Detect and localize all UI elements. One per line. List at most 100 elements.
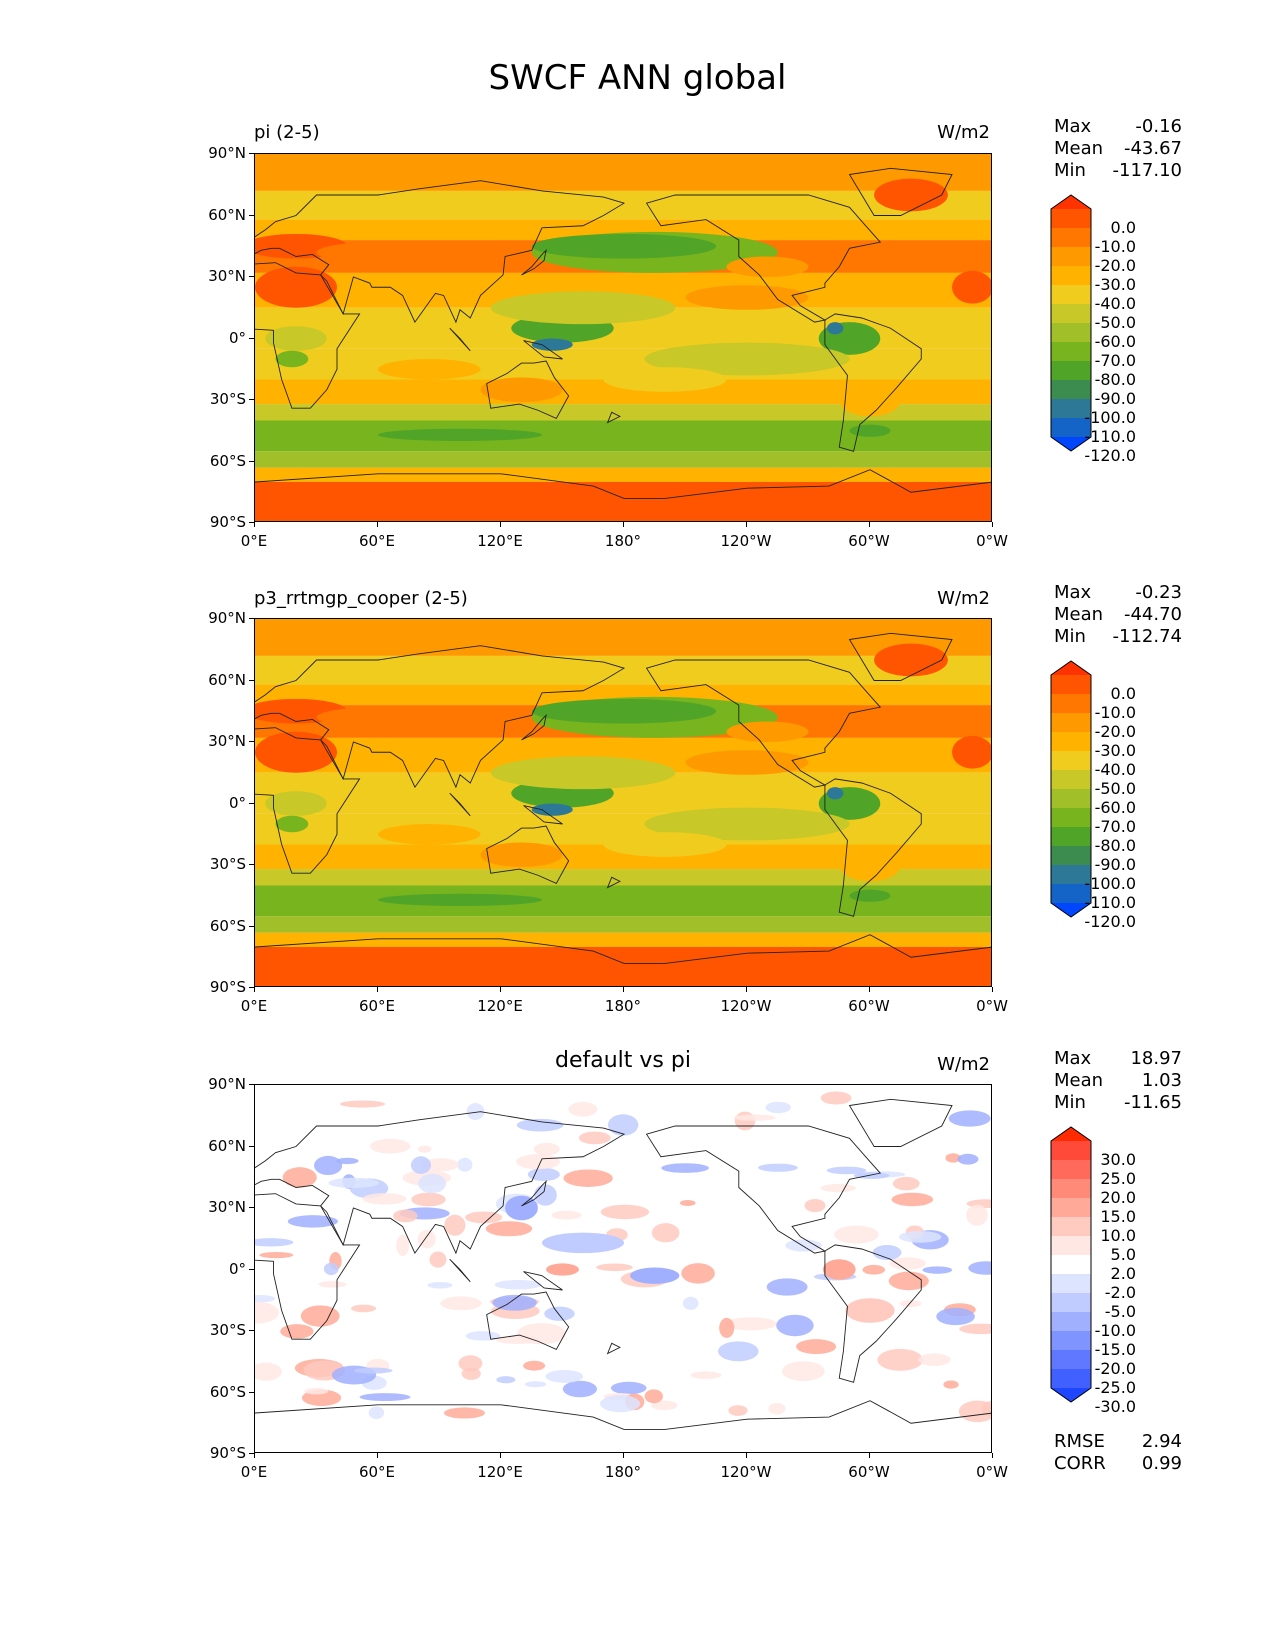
anomaly-patch bbox=[280, 1324, 314, 1339]
y-tick-mark bbox=[249, 460, 254, 462]
metric-value: 0.99 bbox=[1141, 1453, 1182, 1474]
colorbar: 0.0 -10.0 -20.0 -30.0 -40.0 -50.0 -60.0 -70.0 -8… bbox=[1050, 194, 1136, 465]
colorbar-swatch bbox=[1051, 1160, 1091, 1179]
anomaly-patch bbox=[282, 1167, 317, 1188]
anomaly-patch bbox=[418, 1173, 447, 1194]
coastline bbox=[521, 713, 547, 741]
field-patch bbox=[952, 735, 991, 769]
field-patch bbox=[603, 367, 727, 392]
coastline bbox=[486, 360, 570, 420]
colorbar-swatch bbox=[1051, 285, 1091, 304]
anomaly-patch bbox=[318, 1281, 347, 1288]
coastline bbox=[645, 659, 882, 788]
colorbar-label: -30.0 bbox=[1094, 275, 1136, 294]
x-tick-label: 0°E bbox=[240, 1463, 268, 1481]
field-patch bbox=[255, 731, 337, 773]
metrics-box: RMSE 2.94 CORR 0.99 bbox=[1054, 1431, 1182, 1475]
y-tick-mark bbox=[249, 522, 254, 524]
x-tick-label: 0°W bbox=[976, 997, 1008, 1015]
y-tick-label: 90°S bbox=[209, 978, 246, 996]
panel-units: W/m2 bbox=[937, 122, 990, 143]
x-tick-label: 0°W bbox=[976, 532, 1008, 550]
colorbar-swatch bbox=[1051, 1350, 1091, 1369]
anomaly-patch bbox=[768, 1403, 786, 1415]
colorbar-outline bbox=[1050, 660, 1092, 918]
stat-label: Max bbox=[1054, 116, 1092, 137]
x-tick-label: 0°W bbox=[976, 1463, 1008, 1481]
anomaly-patch bbox=[889, 1257, 926, 1270]
colorbar-swatch bbox=[1051, 1236, 1091, 1255]
field-patch bbox=[316, 707, 440, 728]
colorbar-label: 0.0 bbox=[1110, 218, 1136, 237]
y-tick-mark bbox=[249, 987, 254, 989]
x-tick-mark bbox=[746, 987, 748, 992]
map-plot bbox=[254, 1084, 992, 1453]
stat-label: Mean bbox=[1054, 138, 1104, 159]
y-tick-mark bbox=[249, 214, 254, 216]
x-tick-mark bbox=[992, 522, 994, 527]
colorbar-swatch bbox=[1051, 342, 1091, 361]
colorbar-swatch bbox=[1051, 1388, 1091, 1402]
anomaly-patch bbox=[681, 1263, 715, 1284]
x-tick-mark bbox=[377, 1453, 379, 1458]
anomaly-patch bbox=[820, 1184, 856, 1193]
colorbar-swatch bbox=[1051, 903, 1091, 917]
colorbar-swatch bbox=[1051, 1217, 1091, 1236]
anomaly-patch bbox=[429, 1251, 447, 1268]
colorbar-swatch bbox=[1051, 751, 1091, 770]
y-tick-mark bbox=[249, 1207, 254, 1209]
colorbar-swatch bbox=[1051, 399, 1091, 418]
anomaly-patch bbox=[551, 1210, 582, 1220]
stat-value: -43.67 bbox=[1123, 138, 1182, 159]
colorbar-label: 5.0 bbox=[1110, 1245, 1136, 1264]
anomaly-patch bbox=[822, 1259, 856, 1280]
colorbar-label: -40.0 bbox=[1094, 294, 1136, 313]
anomaly-patch bbox=[362, 1193, 407, 1205]
field-patch bbox=[665, 428, 829, 441]
colorbar-outline bbox=[1050, 1126, 1092, 1403]
anomaly-patch bbox=[600, 1395, 641, 1413]
anomaly-patch bbox=[578, 1131, 611, 1145]
colorbar-swatch bbox=[1051, 1293, 1091, 1312]
y-tick-label: 0° bbox=[228, 793, 246, 812]
coastline bbox=[521, 1179, 547, 1207]
field-patch bbox=[839, 848, 901, 882]
anomaly-patch bbox=[845, 1298, 895, 1323]
colorbar-label: -90.0 bbox=[1094, 389, 1136, 408]
anomaly-patch bbox=[826, 1166, 867, 1175]
colorbar: 30.0 25.0 20.0 15.0 10.0 5.0 2.0 -2.0 -5.0 -10.0-… bbox=[1050, 1126, 1136, 1416]
anomaly-patch bbox=[350, 1304, 377, 1313]
stats-box: Max -0.16 Mean -43.67 Min -117.10 bbox=[1054, 116, 1182, 182]
anomaly-patch bbox=[562, 1380, 598, 1398]
colorbar-label: -110.0 bbox=[1084, 427, 1136, 446]
colorbar-swatch bbox=[1051, 209, 1091, 228]
field-patch bbox=[490, 756, 676, 790]
anomaly-patch bbox=[368, 1406, 385, 1419]
y-tick-label: 60°N bbox=[208, 205, 246, 224]
anomaly-patch bbox=[596, 1263, 633, 1272]
x-tick-label: 60°W bbox=[848, 532, 890, 550]
metric-label: RMSE bbox=[1054, 1431, 1105, 1452]
anomaly-patch bbox=[533, 1142, 560, 1156]
anomaly-patch bbox=[492, 1294, 537, 1311]
field-patch bbox=[826, 322, 844, 335]
y-tick-label: 60°S bbox=[209, 1382, 246, 1401]
x-tick-mark bbox=[869, 1453, 871, 1458]
x-tick-label: 60°W bbox=[848, 997, 890, 1015]
field-patch bbox=[644, 807, 850, 841]
field-band bbox=[255, 885, 991, 917]
y-tick-label: 90°S bbox=[209, 1444, 246, 1462]
colorbar-label: -5.0 bbox=[1104, 1302, 1136, 1321]
x-tick-label: 120°W bbox=[720, 997, 772, 1015]
anomaly-patch bbox=[323, 1262, 339, 1276]
x-tick-mark bbox=[500, 1453, 502, 1458]
y-tick-label: 60°S bbox=[209, 451, 246, 470]
field-band bbox=[255, 947, 991, 986]
anomaly-patch bbox=[314, 1155, 343, 1176]
colorbar-swatch bbox=[1051, 732, 1091, 751]
anomaly-patch bbox=[853, 1172, 890, 1179]
colorbar-swatch bbox=[1051, 304, 1091, 323]
stat-value: -11.65 bbox=[1123, 1092, 1182, 1113]
anomaly-patch bbox=[891, 1192, 934, 1207]
coastline bbox=[606, 876, 621, 889]
